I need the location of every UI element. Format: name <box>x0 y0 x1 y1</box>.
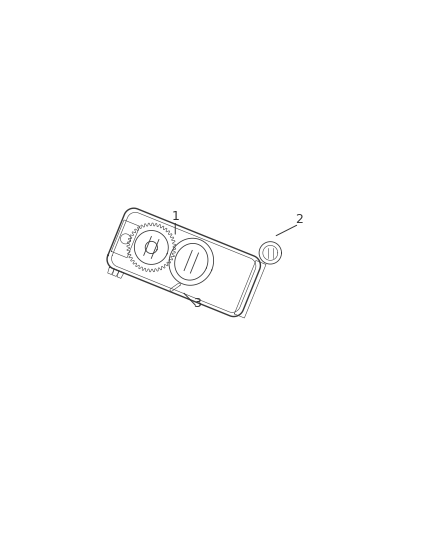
Text: 3: 3 <box>194 296 201 310</box>
Text: 2: 2 <box>295 213 303 227</box>
Text: 1: 1 <box>171 210 179 223</box>
